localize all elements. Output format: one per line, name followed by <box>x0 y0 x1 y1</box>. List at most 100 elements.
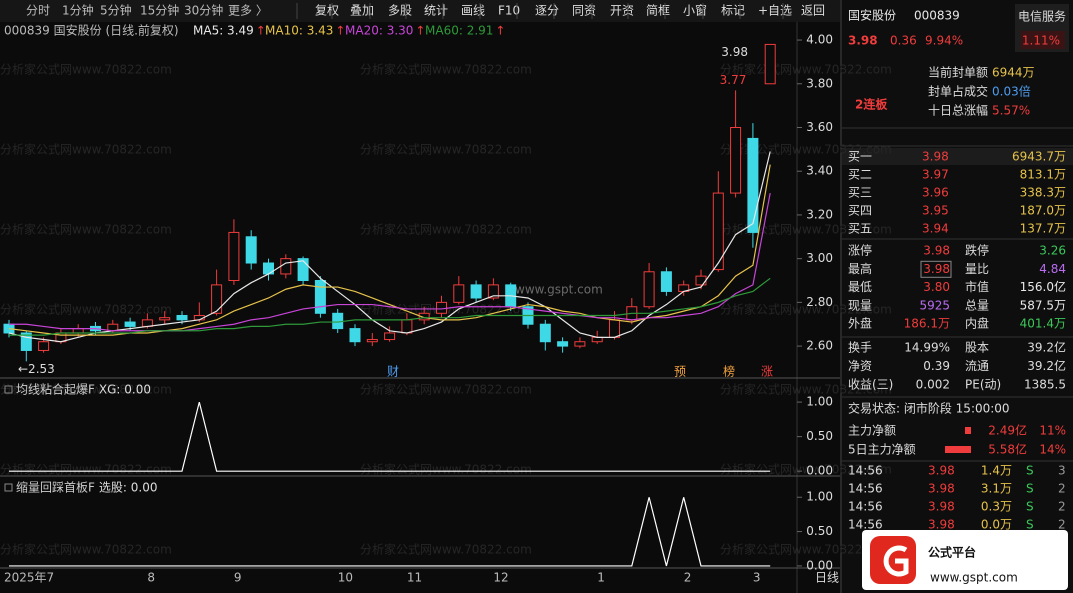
signal-line <box>9 401 771 472</box>
bid-price: 3.95 <box>922 204 949 218</box>
seal-value: 0.03倍 <box>992 84 1031 99</box>
period-tab[interactable]: 30分钟 <box>184 3 223 18</box>
trade-side: S <box>1026 518 1034 532</box>
toolbar-button[interactable]: 统计 <box>424 4 448 18</box>
toolbar-button[interactable]: 画线 <box>461 4 485 18</box>
flow-label: 5日主力净额 <box>848 443 916 457</box>
toolbar-button[interactable]: 逐分 <box>535 4 559 18</box>
stock-name: 国安股份 <box>848 8 896 23</box>
sector-pct: 1.11% <box>1022 34 1060 48</box>
stat-label: 市值 <box>965 279 989 294</box>
stat-value: 3.26 <box>1039 244 1066 258</box>
watermark: 分析家公式网www.70822.com <box>360 462 532 477</box>
toolbar-button[interactable]: 多股 <box>388 4 412 18</box>
stat-value: 587.5万 <box>1020 298 1066 312</box>
toolbar-button[interactable]: F10 <box>498 4 520 18</box>
trade-time: 14:56 <box>848 482 883 496</box>
watermark: www.gspt.com <box>515 283 603 297</box>
trade-time: 14:56 <box>848 518 883 532</box>
trade-volume: 0.0万 <box>981 518 1012 532</box>
toolbar-button[interactable]: 简框 <box>646 4 670 18</box>
bid-volume: 6943.7万 <box>1012 150 1066 164</box>
y-tick-label: 3.80 <box>806 76 833 90</box>
toolbar-button[interactable]: 返回 <box>801 4 825 18</box>
watermark: 分析家公式网www.70822.com <box>360 542 532 557</box>
ma-legend: MA60: 2.91 <box>425 24 493 38</box>
event-marker: 预 <box>674 365 686 379</box>
chart-title: 000839 国安股份 (日线.前复权) <box>4 23 179 38</box>
flow-bar <box>945 446 971 453</box>
stat-value: 3.98 <box>923 262 950 276</box>
watermark: 分析家公式网www.70822.com <box>0 462 172 477</box>
fin-value: 1385.5 <box>1024 378 1066 392</box>
flow-value: 5.58亿 <box>988 442 1027 457</box>
fin-label: 换手 <box>848 341 872 355</box>
y-tick-label: 1.00 <box>806 395 833 409</box>
candle-body <box>764 43 776 85</box>
bid-price: 3.97 <box>922 168 949 182</box>
y-tick-label: 0.00 <box>806 464 833 478</box>
watermark: 分析家公式网www.70822.com <box>720 542 892 557</box>
ma-arrow: ↑ <box>335 24 345 38</box>
period-tab[interactable]: 15分钟 <box>140 3 179 18</box>
flow-bar <box>965 427 971 434</box>
candle-body <box>349 328 361 343</box>
candle-body <box>159 317 171 321</box>
ma-line <box>9 277 771 336</box>
seal-label: 当前封单额 <box>928 65 988 80</box>
sector-name[interactable]: 电信服务 <box>1018 9 1066 24</box>
watermark: 分析家公式网www.70822.com <box>0 222 172 237</box>
stat-value: 186.1万 <box>904 317 950 331</box>
candle-body <box>297 258 309 282</box>
trade-side: S <box>1026 500 1034 514</box>
candle-body <box>643 271 655 308</box>
side-panel-bg <box>842 0 1073 593</box>
ma-legend: MA20: 3.30 <box>345 24 413 38</box>
stat-label: 外盘 <box>848 316 872 331</box>
stock-code: 000839 <box>914 9 960 23</box>
indicator-legend: 选股: 0.00 <box>99 481 158 495</box>
toolbar-button[interactable]: +自选 <box>758 4 792 18</box>
toolbar-button[interactable]: 小窗 <box>683 4 707 18</box>
toolbar-button[interactable]: 标记 <box>721 4 745 18</box>
row-highlight <box>842 148 1073 165</box>
toolbar-button[interactable]: 开资 <box>610 4 634 18</box>
fin-value: 14.99% <box>904 341 950 355</box>
ma-line <box>8 151 771 343</box>
period-tab[interactable]: 分时 <box>26 4 50 18</box>
stat-label: 量比 <box>965 262 989 276</box>
period-tab[interactable]: 1分钟 <box>62 3 94 18</box>
y-tick-label: 2.60 <box>806 339 833 353</box>
y-tick-label: 0.00 <box>806 558 833 572</box>
period-tab[interactable]: 更多 〉 <box>228 4 268 18</box>
watermark: 分析家公式网www.70822.com <box>0 142 172 157</box>
toolbar-button[interactable]: 叠加 <box>350 4 374 18</box>
fin-label: PE(动) <box>965 378 1001 392</box>
indicator-title: 缩量回踩首板F <box>16 480 95 495</box>
candle-body <box>453 284 465 303</box>
bid-volume: 187.0万 <box>1020 204 1066 218</box>
stat-label: 最高 <box>848 261 872 276</box>
logo-text: 公式平台 <box>928 545 976 560</box>
toolbar-button[interactable]: 复权 <box>315 4 339 18</box>
candle-body <box>487 284 499 299</box>
y-tick-label: 4.00 <box>806 33 833 47</box>
flow-value: 2.49亿 <box>988 423 1027 438</box>
value-box <box>920 260 952 278</box>
period-tab[interactable]: 5分钟 <box>100 3 132 18</box>
y-tick-label: 1.00 <box>806 490 833 504</box>
y-tick-label: 0.50 <box>806 429 833 443</box>
candle-body <box>332 312 344 330</box>
watermark: 分析家公式网www.70822.com <box>0 542 172 557</box>
y-tick-label: 3.40 <box>806 164 833 178</box>
fin-value: 0.002 <box>916 378 950 392</box>
fin-label: 净资 <box>848 359 872 373</box>
toolbar-button[interactable]: 同资 <box>572 4 596 18</box>
bid-level: 买四 <box>848 204 872 218</box>
fin-label: 收益(三) <box>848 378 893 392</box>
logo-icon <box>870 536 916 584</box>
trade-count: 2 <box>1058 482 1066 496</box>
stat-label: 内盘 <box>965 316 989 331</box>
